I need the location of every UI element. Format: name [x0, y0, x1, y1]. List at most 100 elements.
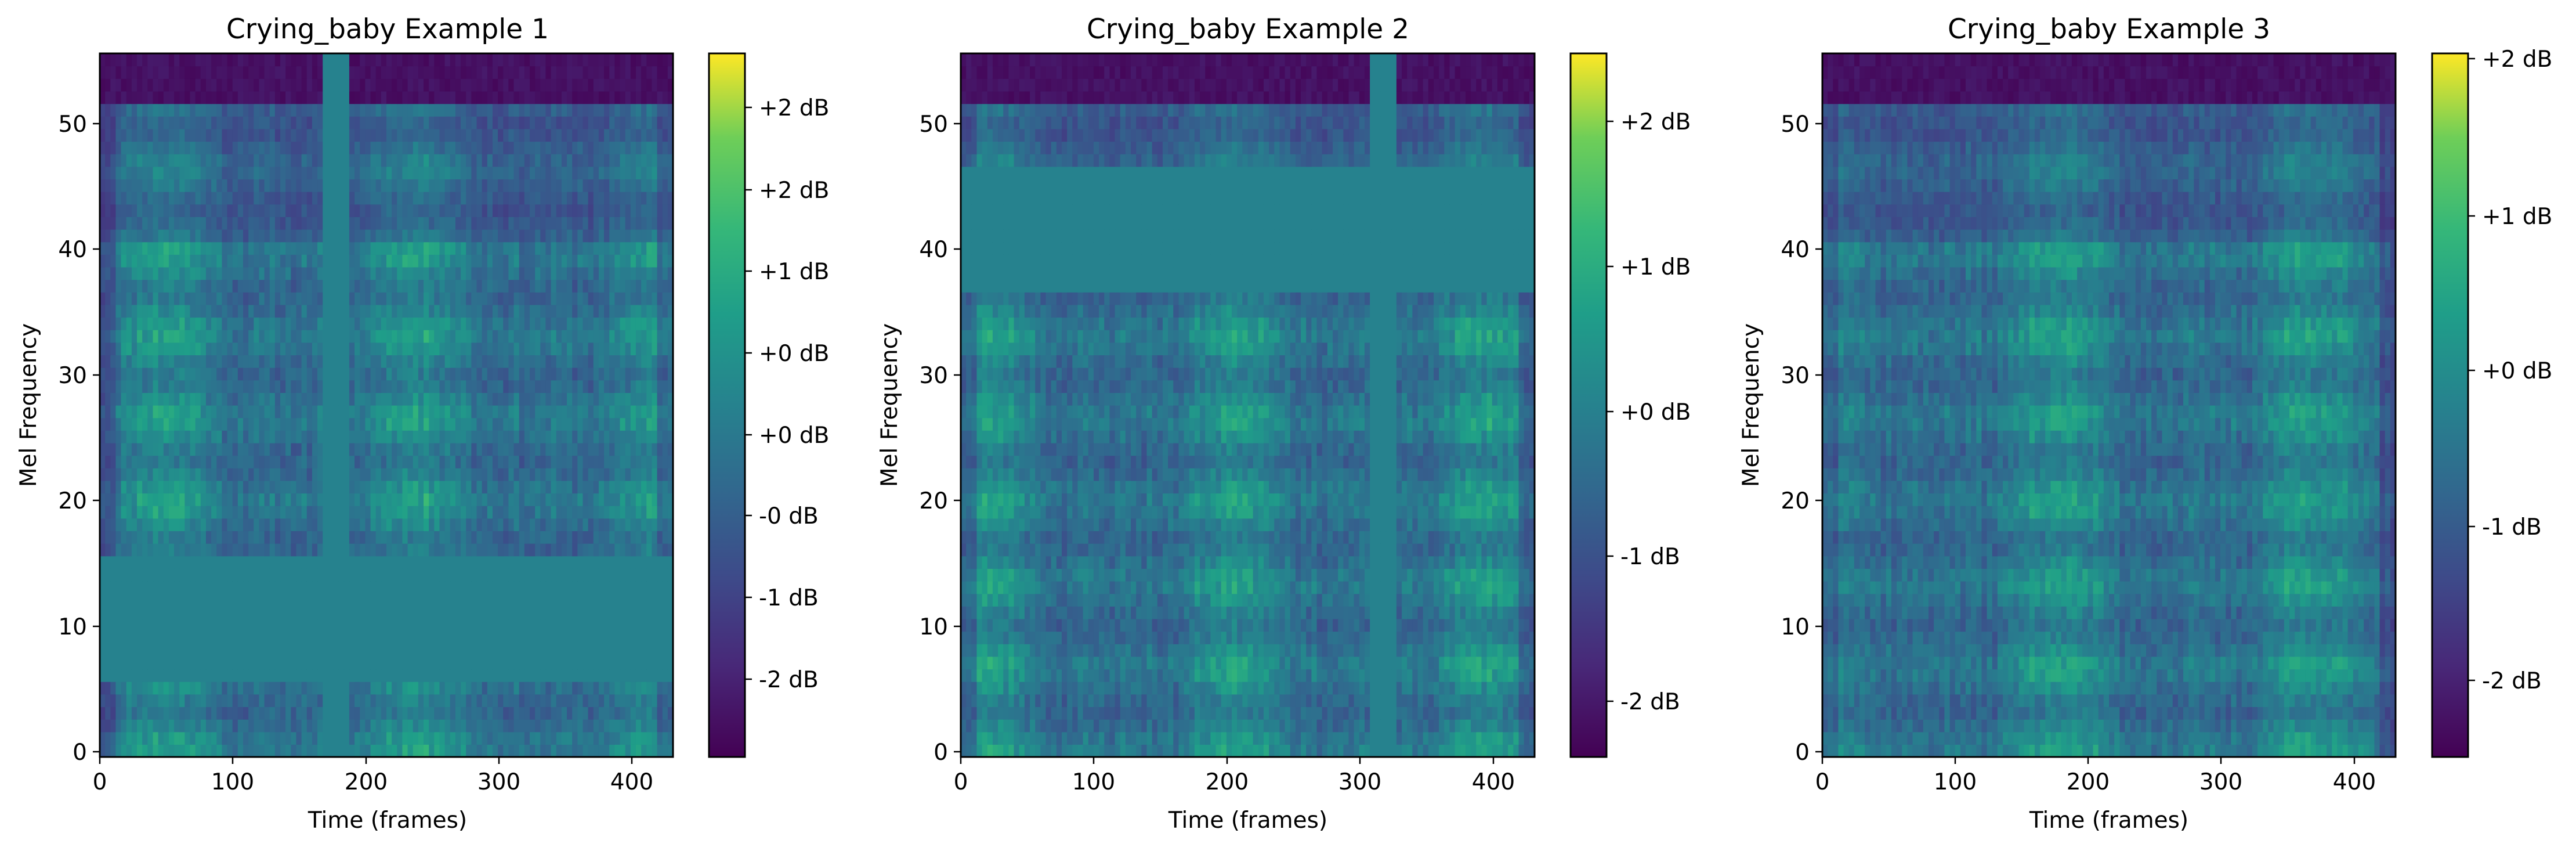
spectrogram-cell — [153, 506, 159, 519]
spectrogram-cell — [450, 681, 456, 695]
spectrogram-cell — [285, 480, 291, 494]
spectrogram-cell — [492, 442, 498, 456]
spectrogram-cell — [620, 342, 626, 356]
spectrogram-cell — [301, 656, 307, 670]
spectrogram-cell — [551, 405, 557, 419]
spectrogram-cell — [620, 380, 626, 393]
spectrogram-cell — [652, 606, 658, 619]
spectrogram-cell — [179, 543, 185, 557]
spectrogram-cell — [312, 644, 318, 657]
spectrogram-cell — [254, 217, 260, 230]
spectrogram-cell — [530, 304, 536, 318]
spectrogram-cell — [392, 468, 397, 481]
spectrogram-cell — [402, 392, 408, 406]
spectrogram-cell — [424, 330, 429, 343]
spectrogram-cell — [291, 304, 297, 318]
spectrogram-cell — [577, 442, 584, 456]
spectrogram-cell — [503, 179, 509, 192]
spectrogram-cell — [254, 192, 260, 205]
spectrogram-cell — [540, 317, 547, 330]
spectrogram-cell — [100, 430, 106, 443]
spectrogram-cell — [667, 455, 674, 468]
spectrogram-cell — [211, 694, 217, 708]
spectrogram-cell — [513, 367, 520, 381]
spectrogram-cell — [492, 292, 498, 305]
spectrogram-cell — [147, 367, 154, 381]
spectrogram-cell — [508, 581, 515, 594]
spectrogram-cell — [280, 518, 286, 532]
spectrogram-cell — [237, 217, 244, 230]
spectrogram-cell — [375, 618, 382, 632]
spectrogram-cell — [269, 656, 276, 670]
spectrogram-cell — [232, 254, 238, 268]
spectrogram-cell — [227, 694, 233, 708]
spectrogram-cell — [424, 355, 429, 368]
spectrogram-cell — [429, 480, 435, 494]
spectrogram-cell — [375, 241, 382, 255]
spectrogram-cell — [455, 217, 461, 230]
spectrogram-cell — [503, 266, 509, 280]
spectrogram-cell — [126, 342, 132, 356]
spectrogram-cell — [551, 179, 557, 192]
spectrogram-cell — [360, 367, 366, 381]
spectrogram-cell — [354, 330, 360, 343]
spectrogram-cell — [216, 330, 223, 343]
spectrogram-cell — [243, 556, 249, 569]
spectrogram-cell — [205, 694, 212, 708]
spectrogram-cell — [641, 266, 647, 280]
spectrogram-cell — [444, 468, 451, 481]
spectrogram-cell — [561, 229, 567, 243]
spectrogram-cell — [641, 493, 647, 506]
spectrogram-cell — [115, 304, 122, 318]
spectrogram-cell — [142, 442, 148, 456]
spectrogram-cell — [455, 442, 461, 456]
spectrogram-cell — [657, 681, 663, 695]
spectrogram-cell — [328, 606, 334, 619]
spectrogram-cell — [200, 556, 207, 569]
spectrogram-cell — [317, 455, 323, 468]
spectrogram-cell — [540, 266, 547, 280]
spectrogram-cell — [115, 380, 122, 393]
spectrogram-cell — [646, 266, 653, 280]
spectrogram-cell — [343, 430, 350, 443]
spectrogram-cell — [604, 681, 610, 695]
spectrogram-cell — [386, 480, 392, 494]
spectrogram-cell — [652, 342, 658, 356]
spectrogram-cell — [100, 531, 106, 544]
spectrogram-cell — [471, 744, 477, 758]
spectrogram-cell — [333, 656, 339, 670]
spectrogram-cell — [179, 241, 185, 255]
spectrogram-cell — [471, 706, 477, 720]
spectrogram-cell — [630, 292, 636, 305]
spectrogram-cell — [413, 392, 419, 406]
spectrogram-cell — [386, 681, 392, 695]
spectrogram-cell — [530, 480, 536, 494]
spectrogram-cell — [424, 744, 429, 758]
spectrogram-cell — [338, 405, 345, 419]
spectrogram-cell — [354, 531, 360, 544]
spectrogram-cell — [291, 241, 297, 255]
spectrogram-cell — [216, 644, 223, 657]
spectrogram-cell — [195, 493, 201, 506]
spectrogram-cell — [131, 292, 138, 305]
spectrogram-cell — [216, 706, 223, 720]
spectrogram-cell — [163, 342, 169, 356]
spectrogram-cell — [530, 681, 536, 695]
spectrogram-cell — [662, 506, 668, 519]
spectrogram-cell — [492, 719, 498, 733]
spectrogram-cell — [424, 204, 429, 217]
spectrogram-cell — [482, 330, 488, 343]
spectrogram-cell — [317, 731, 323, 745]
spectrogram-cell — [667, 355, 674, 368]
spectrogram-cell — [147, 543, 154, 557]
spectrogram-cell — [556, 531, 562, 544]
spectrogram-cell — [466, 606, 472, 619]
spectrogram-cell — [386, 581, 392, 594]
spectrogram-cell — [413, 380, 419, 393]
spectrogram-cell — [646, 192, 653, 205]
spectrogram-cell — [280, 292, 286, 305]
spectrogram-cell — [455, 744, 461, 758]
spectrogram-cell — [455, 681, 461, 695]
spectrogram-cell — [418, 480, 424, 494]
spectrogram-cell — [174, 330, 180, 343]
